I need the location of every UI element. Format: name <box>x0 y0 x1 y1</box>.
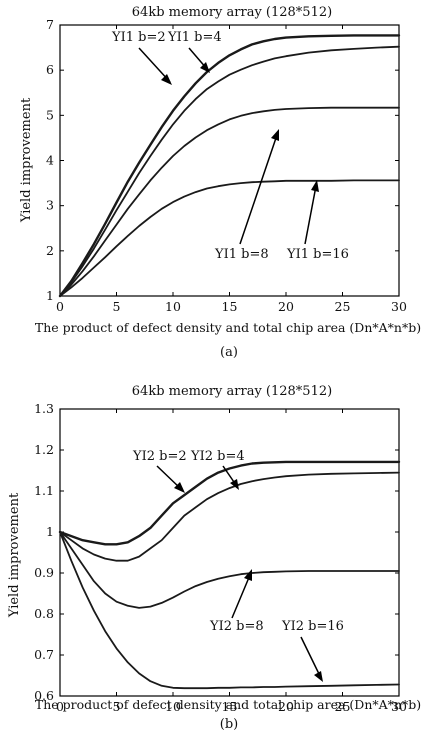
chart-a-ytick-label: 1 <box>46 288 54 303</box>
chart-b-series-1 <box>58 460 401 546</box>
chart-b-ytick-label: 0.8 <box>34 606 54 621</box>
chart-a-xtick-label: 20 <box>278 299 294 314</box>
chart-a-label-b8: YI1 b=8 <box>214 247 269 262</box>
chart-b-ytick-label: 1.2 <box>34 442 54 457</box>
chart-a-xtick-label: 10 <box>165 299 181 314</box>
chart-a: 64kb memory array (128*512) 0 5 10 15 20 25 30… <box>19 5 421 360</box>
chart-b-xtick-label: 30 <box>391 699 407 714</box>
chart-b-series <box>58 460 401 690</box>
chart-b-caption: (b) <box>220 717 238 732</box>
chart-a-label-b16: YI1 b=16 <box>286 247 349 262</box>
chart-a-series-1 <box>58 34 401 298</box>
chart-a-ytick-label: 2 <box>46 243 54 258</box>
chart-b-series-4 <box>59 531 400 690</box>
chart-b-arrowhead-b8 <box>244 569 252 581</box>
chart-a-ytick-label: 6 <box>46 62 54 77</box>
chart-a-series-3 <box>59 106 400 297</box>
chart-a-xtick-label: 30 <box>391 299 407 314</box>
chart-b-arrowhead-b4 <box>230 479 239 490</box>
chart-b-xtick-label: 20 <box>278 699 294 714</box>
chart-b-ylabel: Yield improvement <box>7 492 22 618</box>
chart-a-arrowhead-b16 <box>311 180 319 192</box>
chart-b-arrowhead-b2 <box>174 482 185 493</box>
chart-a-label-b2: YI1 b=2 <box>111 30 166 45</box>
chart-b: 64kb memory array (128*512) 0 5 10 15 20 25 30… <box>7 384 421 732</box>
chart-a-arrowhead-b4 <box>200 62 210 73</box>
chart-a-xtick-label: 5 <box>113 299 121 314</box>
chart-a-arrows <box>138 47 319 245</box>
chart-a-arrow-b16 <box>304 185 317 245</box>
chart-b-label-b16: YI2 b=16 <box>281 619 344 634</box>
chart-b-label-b4: YI2 b=4 <box>190 449 245 464</box>
chart-b-label-b8: YI2 b=8 <box>209 619 264 634</box>
chart-b-ytick-label: 1 <box>46 524 54 539</box>
chart-b-xtick-label: 5 <box>113 699 121 714</box>
chart-a-ytick-label: 4 <box>46 153 54 168</box>
chart-b-arrow-b16 <box>300 636 321 677</box>
chart-b-xtick-label: 25 <box>335 699 351 714</box>
chart-a-arrow-b8 <box>239 134 278 245</box>
chart-a-series-2 <box>59 45 400 297</box>
chart-b-series-3 <box>59 531 400 609</box>
chart-b-ytick-label: 0.6 <box>34 688 54 703</box>
chart-b-label-b2: YI2 b=2 <box>132 449 187 464</box>
chart-a-label-b4: YI1 b=4 <box>167 30 222 45</box>
chart-a-series <box>58 34 401 298</box>
chart-a-ytick-label: 3 <box>46 198 54 213</box>
chart-a-xtick-label: 15 <box>222 299 238 314</box>
chart-a-ytick-label: 5 <box>46 107 54 122</box>
chart-b-ytick-label: 1.1 <box>34 483 54 498</box>
chart-a-caption: (a) <box>220 345 238 360</box>
chart-b-ticks: 0 5 10 15 20 25 30 0.6 0.7 0.8 0.9 1 1.1 1.2 1.3 <box>34 401 407 714</box>
chart-b-ytick-label: 0.9 <box>34 565 54 580</box>
chart-b-xtick-label: 0 <box>56 699 64 714</box>
chart-b-ytick-label: 0.7 <box>34 647 54 662</box>
chart-a-arrowhead-b8 <box>271 129 279 141</box>
chart-a-xtick-label: 25 <box>335 299 351 314</box>
chart-b-series-2 <box>59 471 400 562</box>
chart-a-title: 64kb memory array (128*512) <box>132 5 332 20</box>
chart-b-arrows <box>156 465 323 682</box>
chart-a-series-4 <box>59 179 400 297</box>
chart-a-ylabel: Yield improvement <box>19 97 34 223</box>
chart-a-arrowhead-b2 <box>161 74 172 85</box>
chart-b-arrowhead-b16 <box>314 671 323 682</box>
chart-b-xlabel: The product of defect density and total … <box>35 697 421 712</box>
chart-b-arrow-b8 <box>231 574 251 619</box>
chart-b-title: 64kb memory array (128*512) <box>132 384 332 399</box>
chart-b-xtick-label: 15 <box>222 699 238 714</box>
chart-a-xtick-label: 0 <box>56 299 64 314</box>
chart-a-ytick-label: 7 <box>46 17 54 32</box>
chart-b-ytick-label: 1.3 <box>34 401 54 416</box>
chart-a-ticks: 0 5 10 15 20 25 30 1 2 3 4 5 6 7 <box>46 17 407 314</box>
chart-a-xlabel: The product of defect density and total … <box>35 320 421 335</box>
chart-b-xtick-label: 10 <box>165 699 181 714</box>
